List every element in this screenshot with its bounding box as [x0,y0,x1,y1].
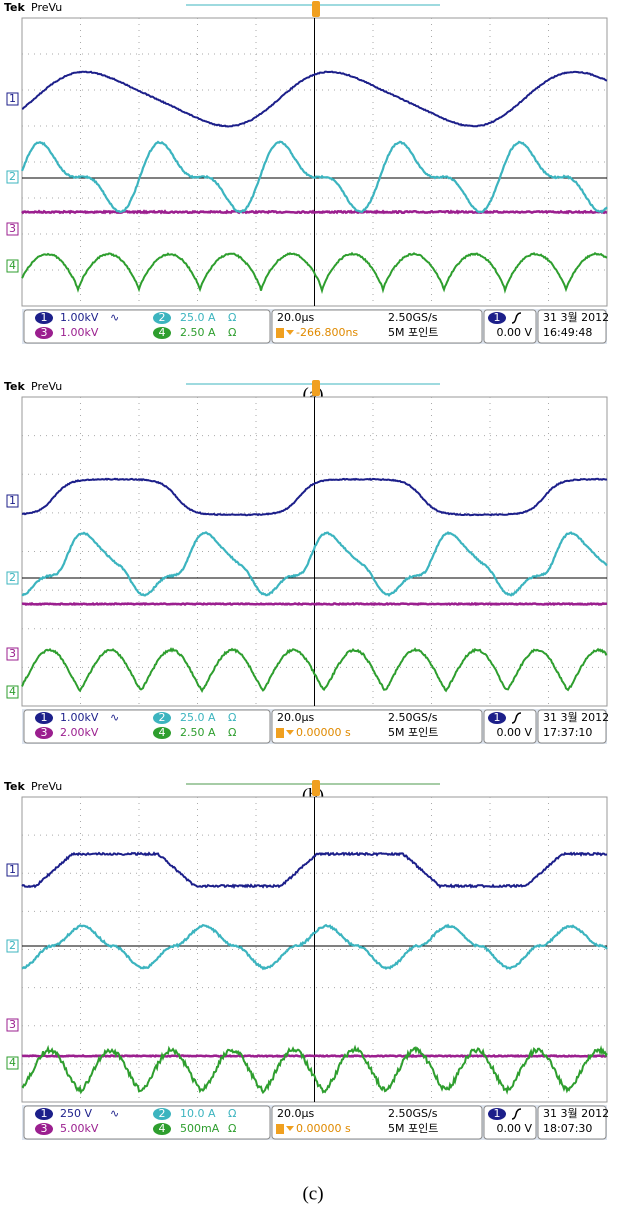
ch2-scale: 25.0 A [180,711,216,724]
ch1-scale: 250 V [60,1107,92,1120]
channel-badge-num: 1 [41,711,48,724]
channel-badge-num: 1 [494,711,501,724]
scope-panel: Tek PreVu 1 2 3 4 1 1.00kV ∿ 2 25.0 A Ω 3 2.00kV 4 2.50… [4,380,609,744]
channel-badge-num: 1 [494,1107,501,1120]
trigger-level: 0.00 V [496,726,532,739]
scope-panel: Tek PreVu 1 2 3 4 1 1.00kV ∿ 2 25.0 A Ω 3 1.00kV 4 2.50… [4,1,609,344]
ch1-scale: 1.00kV [60,311,99,324]
ch2-coupling: Ω [228,1107,236,1120]
date: 31 3월 2012 [543,311,609,324]
timebase: 20.0µs [277,1107,314,1120]
trigger-icon [276,728,284,738]
channel-marker: 1 [9,92,16,105]
ch2-scale: 25.0 A [180,311,216,324]
channel-marker: 3 [9,222,16,235]
trace-ch3 [22,211,607,212]
ch2-scale: 10.0 A [180,1107,216,1120]
date: 31 3월 2012 [543,711,609,724]
ch1-scale: 1.00kV [60,711,99,724]
acq-mode: PreVu [31,380,62,393]
sample-rate: 2.50GS/s [388,1107,438,1120]
channel-badge-num: 1 [41,1107,48,1120]
channel-marker: 3 [9,1018,16,1031]
trigger-offset: 0.00000 s [296,726,351,739]
ch3-scale: 1.00kV [60,326,99,339]
ch4-coupling: Ω [228,726,236,739]
ch3-scale: 5.00kV [60,1122,99,1135]
brand: Tek [4,380,26,393]
channel-marker: 1 [9,863,16,876]
sample-rate: 2.50GS/s [388,711,438,724]
ch1-coupling: ∿ [110,311,119,324]
channel-badge-num: 4 [159,1122,166,1135]
time: 16:49:48 [543,326,592,339]
trace-ch3 [22,1056,607,1057]
time: 18:07:30 [543,1122,592,1135]
ch4-scale: 2.50 A [180,726,216,739]
channel-marker: 3 [9,647,16,660]
brand: Tek [4,780,26,793]
trigger-level: 0.00 V [496,326,532,339]
caption: (c) [302,1183,323,1204]
acq-mode: PreVu [31,1,62,14]
trigger-icon [276,328,284,338]
trigger-offset: 0.00000 s [296,1122,351,1135]
channel-badge-num: 1 [494,311,501,324]
channel-badge-num: 3 [41,726,48,739]
channel-badge-num: 2 [159,711,166,724]
record-length: 5M 포인트 [388,1122,438,1135]
ch4-scale: 500mA [180,1122,220,1135]
trigger-marker [312,1,320,17]
channel-badge-num: 3 [41,326,48,339]
channel-marker: 4 [9,1056,16,1069]
ch2-coupling: Ω [228,311,236,324]
channel-badge-num: 2 [159,311,166,324]
date: 31 3월 2012 [543,1107,609,1120]
channel-badge-num: 4 [159,326,166,339]
trigger-marker [312,380,320,396]
trigger-level: 0.00 V [496,1122,532,1135]
channel-badge-num: 2 [159,1107,166,1120]
brand: Tek [4,1,26,14]
record-length: 5M 포인트 [388,326,438,339]
channel-marker: 2 [9,571,16,584]
record-length: 5M 포인트 [388,726,438,739]
ch4-scale: 2.50 A [180,326,216,339]
trace-ch3 [22,604,607,605]
channel-marker: 4 [9,685,16,698]
channel-marker: 2 [9,170,16,183]
trigger-offset: -266.800ns [296,326,358,339]
ch3-scale: 2.00kV [60,726,99,739]
trigger-marker [312,780,320,796]
time: 17:37:10 [543,726,592,739]
channel-marker: 2 [9,939,16,952]
acq-mode: PreVu [31,780,62,793]
ch4-coupling: Ω [228,1122,236,1135]
timebase: 20.0µs [277,311,314,324]
sample-rate: 2.50GS/s [388,311,438,324]
channel-badge-num: 1 [41,311,48,324]
trigger-icon [276,1124,284,1134]
ch1-coupling: ∿ [110,1107,119,1120]
channel-marker: 1 [9,494,16,507]
ch1-coupling: ∿ [110,711,119,724]
figure: Tek PreVu 1 2 3 4 1 1.00kV ∿ 2 25.0 A Ω 3 1.00kV 4 2.50… [0,0,626,1207]
channel-badge-num: 4 [159,726,166,739]
channel-badge-num: 3 [41,1122,48,1135]
scope-panel: Tek PreVu 1 2 3 4 1 250 V ∿ 2 10.0 A Ω 3 5.00kV 4 500mA… [4,780,609,1140]
timebase: 20.0µs [277,711,314,724]
channel-marker: 4 [9,259,16,272]
ch2-coupling: Ω [228,711,236,724]
ch4-coupling: Ω [228,326,236,339]
